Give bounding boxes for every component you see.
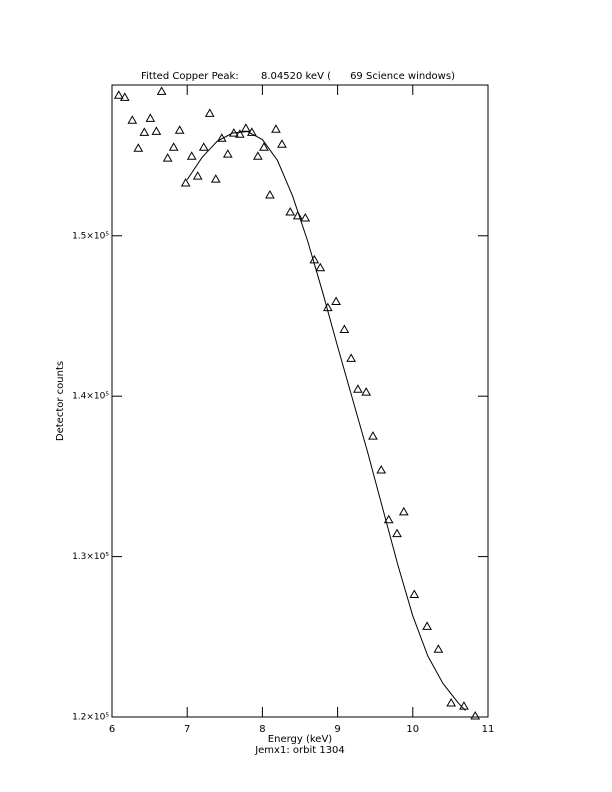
- data-point: [180, 178, 191, 187]
- data-point: [210, 174, 221, 183]
- data-point: [422, 621, 432, 630]
- data-point: [271, 124, 281, 133]
- x-tick-label: 8: [259, 724, 265, 735]
- data-point: [168, 142, 179, 151]
- data-point: [247, 127, 257, 136]
- data-point: [409, 589, 420, 598]
- data-point: [198, 142, 209, 151]
- data-point: [368, 431, 378, 440]
- data-point: [446, 698, 457, 707]
- data-point: [300, 212, 311, 222]
- data-point: [133, 143, 144, 152]
- data-point: [204, 108, 215, 117]
- data-point: [113, 90, 124, 99]
- data-point: [186, 151, 197, 160]
- chart-title: Fitted Copper Peak: 8.04520 keV ( 69 Sci…: [141, 71, 455, 82]
- data-point: [277, 139, 287, 148]
- data-point: [433, 644, 444, 653]
- data-point: [353, 384, 363, 393]
- data-point: [192, 171, 203, 180]
- x-tick-label: 10: [406, 724, 419, 735]
- y-tick-label: 1.5×10⁵: [72, 231, 109, 241]
- data-point: [470, 711, 481, 720]
- y-tick-label: 1.2×10⁵: [72, 713, 109, 723]
- x-tick-label: 11: [482, 724, 495, 735]
- data-point: [339, 324, 350, 333]
- data-point: [315, 262, 326, 272]
- data-point: [285, 207, 296, 216]
- data-point: [383, 514, 394, 524]
- data-point: [265, 190, 275, 199]
- fit-line: [186, 131, 466, 711]
- y-tick-label: 1.3×10⁵: [72, 552, 109, 562]
- data-point: [361, 387, 372, 396]
- data-point: [392, 528, 402, 538]
- data-point: [174, 125, 185, 134]
- data-point: [156, 86, 167, 95]
- data-point: [292, 210, 303, 220]
- data-point: [234, 129, 245, 138]
- x-tick-label: 6: [109, 724, 115, 735]
- data-point: [139, 127, 150, 136]
- subtitle: Jemx1: orbit 1304: [254, 745, 345, 756]
- data-point: [331, 296, 341, 306]
- x-tick-label: 7: [184, 724, 190, 735]
- data-point: [253, 151, 263, 160]
- x-axis-label: Energy (keV): [268, 734, 333, 745]
- y-tick-label: 1.4×10⁵: [72, 392, 109, 402]
- data-point: [127, 115, 138, 124]
- x-tick-label: 9: [334, 724, 340, 735]
- data-point: [119, 92, 130, 101]
- data-point: [162, 153, 173, 162]
- data-point: [145, 113, 156, 122]
- plot-frame: [111, 84, 489, 718]
- data-point: [259, 142, 269, 151]
- data-point: [222, 149, 233, 158]
- data-point: [151, 126, 162, 135]
- data-point: [376, 464, 387, 474]
- data-point: [346, 353, 356, 362]
- y-axis-label: Detector counts: [55, 361, 66, 441]
- data-point: [398, 506, 409, 516]
